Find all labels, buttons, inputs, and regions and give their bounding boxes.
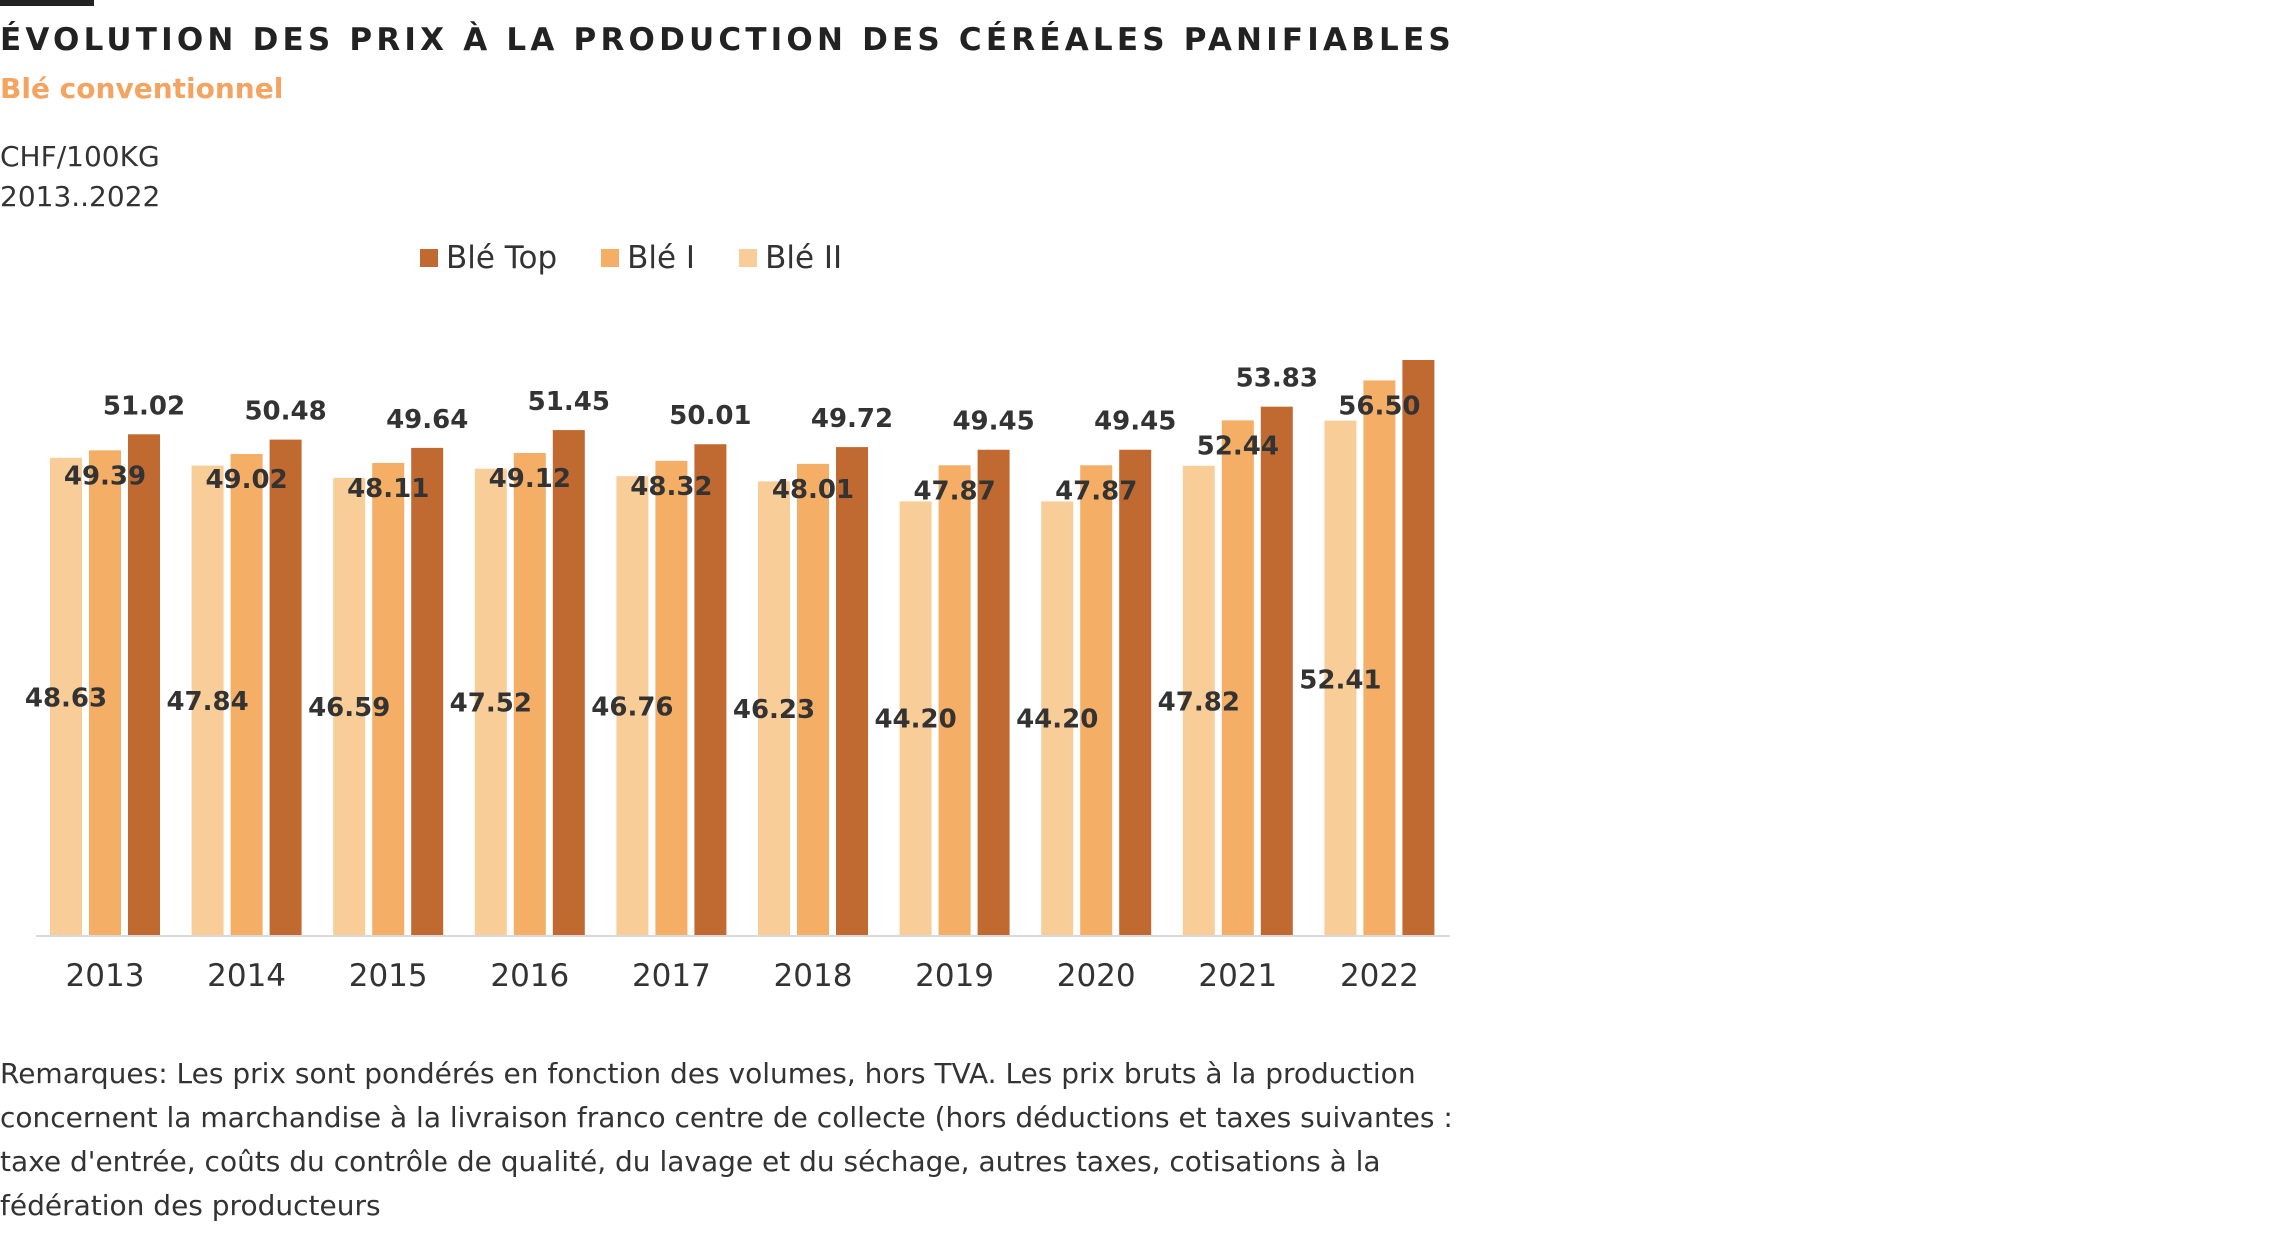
data-label-ble-ii-2014: 47.84: [166, 687, 248, 717]
data-label-ble-i-2013: 49.39: [64, 461, 146, 491]
bar-ble-top-2014: [269, 439, 302, 936]
legend-item-ble-i: Blé I: [601, 240, 695, 276]
bar-ble-i-2016: [513, 452, 546, 936]
data-label-ble-top-2019: 49.45: [952, 407, 1034, 437]
bar-ble-ii-2013: [50, 457, 82, 936]
bar-ble-ii-2018: [758, 481, 790, 936]
x-tick-label-2017: 2017: [632, 958, 711, 994]
bar-ble-top-2016: [552, 430, 585, 936]
bar-ble-i-2014: [230, 453, 263, 936]
bar-ble-ii-2020: [1041, 501, 1074, 936]
bar-ble-i-2018: [797, 463, 829, 936]
chart-title: ÉVOLUTION DES PRIX À LA PRODUCTION DES C…: [0, 22, 1455, 58]
bar-ble-i-2015: [372, 462, 405, 936]
data-label-ble-ii-2017: 46.76: [591, 692, 673, 722]
bar-ble-top-2022: [1402, 360, 1435, 936]
bar-ble-top-2020: [1119, 449, 1152, 936]
title-accent-bar: [0, 0, 94, 6]
legend: Blé Top Blé I Blé II: [420, 240, 842, 276]
bar-ble-ii-2016: [474, 468, 507, 936]
data-label-ble-ii-2013: 48.63: [25, 683, 107, 713]
bar-ble-i-2013: [89, 450, 121, 936]
data-label-ble-top-2021: 53.83: [1236, 364, 1318, 394]
data-label-ble-top-2013: 51.02: [103, 391, 185, 421]
data-label-ble-top-2015: 49.64: [386, 405, 468, 435]
chart-subtitle: Blé conventionnel: [0, 72, 284, 105]
bar-ble-top-2017: [694, 444, 727, 936]
bar-ble-i-2017: [655, 460, 688, 936]
data-label-ble-ii-2021: 47.82: [1158, 687, 1240, 717]
legend-item-ble-top: Blé Top: [420, 240, 557, 276]
legend-label-ble-top: Blé Top: [446, 240, 558, 276]
data-label-ble-ii-2022: 52.41: [1299, 666, 1381, 696]
data-label-ble-ii-2016: 47.52: [450, 689, 532, 719]
bar-ble-i-2021: [1221, 420, 1254, 937]
bar-ble-ii-2014: [191, 465, 224, 936]
legend-item-ble-ii: Blé II: [739, 240, 842, 276]
bar-ble-top-2019: [977, 449, 1010, 936]
legend-label-ble-ii: Blé II: [765, 240, 843, 276]
x-tick-label-2018: 2018: [774, 958, 853, 994]
bar-ble-i-2022: [1363, 380, 1396, 937]
bar-ble-top-2021: [1260, 406, 1293, 937]
bar-ble-i-2019: [938, 465, 971, 936]
x-tick-label-2022: 2022: [1340, 958, 1419, 994]
data-label-ble-top-2018: 49.72: [811, 404, 893, 434]
data-label-ble-i-2020: 47.87: [1055, 476, 1137, 506]
bar-ble-ii-2022: [1324, 420, 1357, 936]
legend-swatch-ble-ii: [739, 249, 758, 267]
period-label: 2013..2022: [0, 180, 161, 213]
bar-ble-top-2013: [128, 434, 160, 936]
legend-swatch-ble-top: [420, 249, 438, 267]
bar-chart: 2013 2014 2015 2016 2017 2018 2019 2020 2021 2022…: [25, 360, 1450, 994]
data-label-ble-i-2019: 47.87: [913, 476, 995, 506]
x-tick-label-2015: 2015: [349, 958, 428, 994]
data-label-ble-top-2020: 49.45: [1094, 407, 1176, 437]
x-tick-label-2020: 2020: [1057, 958, 1136, 994]
notes: Remarques: Les prix sont pondérés en fon…: [0, 1057, 1453, 1222]
data-label-ble-ii-2019: 44.20: [874, 704, 956, 734]
bar-ble-ii-2017: [616, 476, 649, 936]
x-tick-label-2019: 2019: [915, 958, 994, 994]
bar-ble-ii-2019: [899, 501, 932, 936]
data-label-ble-i-2017: 48.32: [630, 472, 712, 502]
data-label-ble-ii-2020: 44.20: [1016, 704, 1098, 734]
data-label-ble-ii-2018: 46.23: [733, 695, 815, 725]
bar-ble-ii-2021: [1182, 465, 1215, 936]
legend-label-ble-i: Blé I: [627, 240, 696, 276]
data-label-ble-ii-2015: 46.59: [308, 693, 390, 723]
bar-ble-top-2015: [411, 447, 444, 936]
data-label-ble-i-2015: 48.11: [347, 474, 429, 504]
data-label-ble-i-2016: 49.12: [489, 464, 571, 494]
unit-label: CHF/100KG: [0, 140, 160, 173]
x-tick-label-2021: 2021: [1198, 958, 1277, 994]
data-label-ble-top-2016: 51.45: [528, 387, 610, 417]
x-tick-label-2014: 2014: [207, 958, 286, 994]
bar-ble-i-2020: [1080, 465, 1113, 936]
data-label-ble-i-2021: 52.44: [1197, 431, 1279, 461]
data-label-ble-top-2017: 50.01: [669, 401, 751, 431]
data-label-ble-i-2022: 56.50: [1338, 391, 1420, 421]
bar-ble-top-2018: [836, 447, 868, 936]
data-label-ble-top-2014: 50.48: [244, 397, 326, 427]
x-tick-label-2013: 2013: [66, 958, 145, 994]
x-tick-label-2016: 2016: [490, 958, 569, 994]
legend-swatch-ble-i: [601, 249, 620, 267]
data-label-ble-i-2014: 49.02: [205, 465, 287, 495]
bar-ble-ii-2015: [333, 477, 366, 936]
data-label-ble-i-2018: 48.01: [772, 475, 854, 505]
